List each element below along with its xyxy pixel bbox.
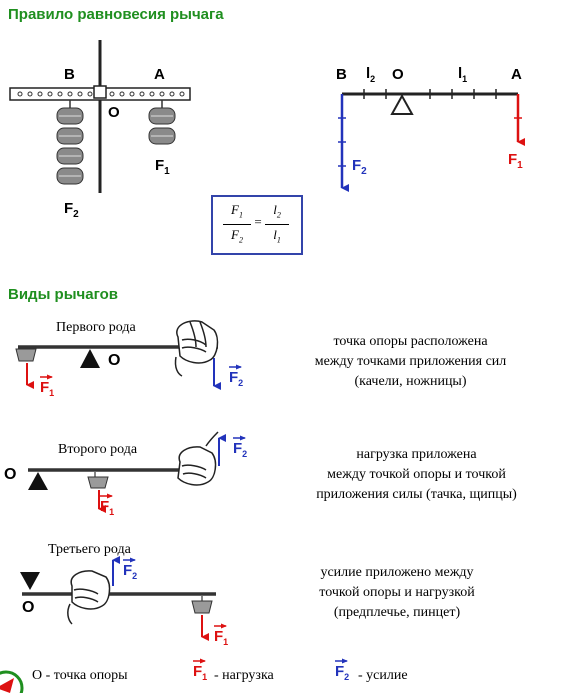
third-kind-f2: F2 bbox=[123, 562, 138, 581]
label-l1: l1 bbox=[458, 65, 468, 84]
third-kind-desc-line-3: (предплечье, пинцет) bbox=[333, 605, 461, 620]
second-kind-desc-line-3: приложения силы (тачка, щипцы) bbox=[316, 487, 517, 502]
legend-f1-symbol: F1 bbox=[193, 663, 208, 682]
lever-third-kind bbox=[20, 556, 216, 641]
heading-lever-types: Виды рычагов bbox=[8, 286, 119, 303]
hand-icon bbox=[174, 320, 219, 377]
first-kind-title: Первого рода bbox=[56, 320, 136, 335]
first-kind-o: О bbox=[108, 352, 121, 369]
third-kind-desc-line-1: усилие приложено между bbox=[320, 565, 474, 580]
label-a-right: А bbox=[511, 66, 522, 83]
third-kind-f1: F1 bbox=[214, 628, 229, 647]
heading-lever-equilibrium: Правило равновесия рычага bbox=[8, 6, 224, 23]
third-kind-o: О bbox=[22, 599, 35, 616]
label-b-right: В bbox=[336, 66, 347, 83]
formula-lhs-denominator: F2 bbox=[231, 227, 243, 245]
lever-first-kind bbox=[15, 320, 221, 390]
first-kind-desc-line-2: между точками приложения сил bbox=[314, 354, 507, 369]
formula-rhs-denominator: l1 bbox=[273, 227, 281, 245]
label-f2-right: F2 bbox=[352, 157, 367, 177]
legend-f2-symbol: F2 bbox=[335, 663, 350, 682]
label-f1: F1 bbox=[155, 157, 170, 177]
second-kind-o: О bbox=[4, 466, 17, 483]
second-kind-desc-line-1: нагрузка приложена bbox=[356, 447, 477, 462]
legend-f2-text: - усилие bbox=[358, 668, 408, 683]
label-o-right: О bbox=[392, 66, 404, 83]
formula-lhs-bar bbox=[223, 224, 251, 225]
third-kind-title: Третьего рода bbox=[48, 542, 131, 557]
first-kind-desc-line-1: точка опоры расположена bbox=[333, 334, 488, 349]
logo-icon bbox=[0, 670, 24, 693]
second-kind-title: Второго рода bbox=[58, 442, 138, 457]
label-a: А bbox=[154, 66, 165, 83]
second-kind-desc-line-2: между точкой опоры и точкой bbox=[327, 467, 506, 482]
formula-lhs-numerator: F1 bbox=[231, 202, 243, 220]
label-f2: F2 bbox=[64, 200, 79, 220]
hand-icon bbox=[177, 431, 219, 486]
third-kind-desc-line-2: точкой опоры и нагрузкой bbox=[319, 585, 475, 600]
formula-rhs-numerator: l2 bbox=[273, 202, 281, 220]
first-kind-f1: F1 bbox=[40, 379, 55, 398]
second-kind-f1: F1 bbox=[100, 498, 115, 517]
moment-arm-figure bbox=[338, 89, 525, 192]
first-kind-f2: F2 bbox=[229, 369, 244, 388]
balance-lever-figure bbox=[9, 40, 191, 193]
legend-f1-text: - нагрузка bbox=[214, 668, 274, 683]
formula-equals: = bbox=[254, 214, 262, 229]
second-kind-description: нагрузка приложена между точкой опоры и … bbox=[274, 445, 559, 505]
label-o: О bbox=[108, 104, 120, 121]
formula-box: F1 F2 = l2 l1 bbox=[211, 195, 303, 255]
lever-second-kind bbox=[28, 431, 226, 513]
first-kind-description: точка опоры расположена между точками пр… bbox=[268, 332, 553, 392]
label-f1-right: F1 bbox=[508, 151, 523, 171]
label-l2: l2 bbox=[366, 65, 376, 84]
legend-o: О - точка опоры bbox=[32, 668, 128, 683]
first-kind-desc-line-3: (качели, ножницы) bbox=[354, 374, 467, 389]
hand-icon bbox=[67, 570, 111, 625]
formula-rhs-bar bbox=[265, 224, 289, 225]
third-kind-description: усилие приложено между точкой опоры и на… bbox=[252, 563, 542, 623]
label-b: В bbox=[64, 66, 75, 83]
second-kind-f2: F2 bbox=[233, 440, 248, 459]
